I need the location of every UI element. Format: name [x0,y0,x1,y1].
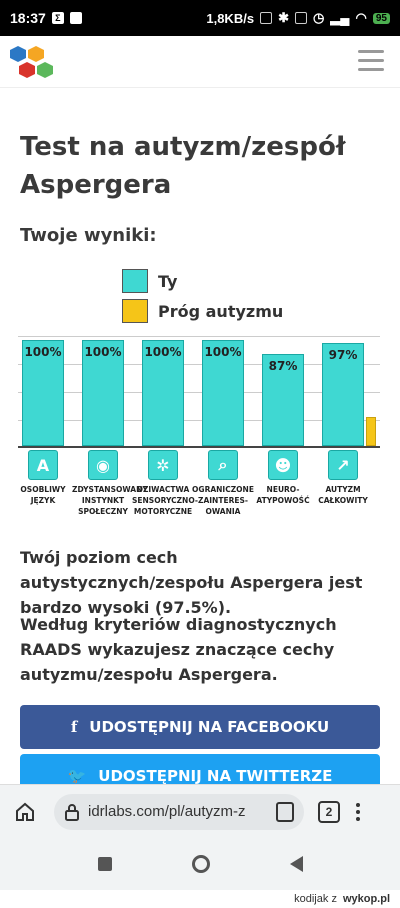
bar-value-label: 100% [204,345,242,359]
chart-bar: 87% [262,354,304,446]
category-icon: ⌕ [208,450,238,480]
watermark-site: wykop.pl [342,893,390,905]
category-label: OSOBLIWY JĘZYK [20,485,66,505]
legend-item-you: Ty [122,266,283,296]
notification-square-icon [69,12,82,24]
mute-icon [294,12,307,24]
facebook-icon: f [70,718,78,736]
category-item: ⌕ OGRANICZONE ZAINTERES-OWANIA [192,450,254,517]
home-icon [16,802,34,821]
share-facebook-button[interactable]: f UDOSTĘPNIJ NA FACEBOOKU [20,705,380,749]
address-bar[interactable]: idrlabs.com/pl/autyzm-z [54,793,304,830]
threshold-bar [366,417,376,446]
category-label: DZIWACTWA SENSORYCZNO-MOTORYCZNE [132,485,198,516]
category-icon: ✲ [148,450,178,480]
grid-line [18,364,380,365]
site-header [0,36,400,88]
bar-value-label: 100% [84,345,122,359]
category-item: ◉ ZDYSTANSOWANY INSTYNKT SPOŁECZNY [72,450,148,517]
grid-line [18,420,380,421]
share-twitter-label: UDOSTĘPNIJ NA TWITTERZE [98,767,333,785]
category-icon: ↗ [328,450,358,480]
share-facebook-label: UDOSTĘPNIJ NA FACEBOOKU [89,718,330,736]
system-navigation-bar [0,838,400,890]
wifi-icon: ◠ [355,10,367,25]
status-time: 18:37 [10,10,46,26]
category-item: ☻ NEURO-ATYPOWOŚĆ [252,450,314,506]
nfc-icon [260,12,273,24]
lock-icon [65,803,79,821]
chart-bar: 100% [82,340,124,446]
more-options-icon[interactable] [356,802,362,821]
legend-swatch-threshold [122,299,148,323]
category-label: ZDYSTANSOWANY INSTYNKT SPOŁECZNY [72,485,148,516]
results-chart: 100% 100% 100% 100% 87% 97% [18,336,380,448]
battery-icon: 95 [372,12,390,24]
bar-value-label: 87% [268,359,298,373]
category-label: NEURO-ATYPOWOŚĆ [256,485,310,505]
browser-toolbar: idrlabs.com/pl/autyzm-z 2 [0,784,400,838]
chart-bar: 100% [202,340,244,446]
grid-line [18,392,380,393]
hamburger-menu-icon[interactable] [358,50,384,72]
tab-switcher-button[interactable]: 2 [318,800,340,823]
bar-value-label: 97% [328,348,358,362]
status-bar: 18:37 Σ 1,8KB/s ✱ ◷ ▂▄ ◠ 95 [0,0,400,36]
grid-line [18,336,380,337]
status-right: 1,8KB/s ✱ ◷ ▂▄ ◠ 95 [206,10,390,26]
watermark-sep: z [331,893,337,905]
bluetooth-icon: ✱ [278,10,289,25]
category-icon: ◉ [88,450,118,480]
category-label: AUTYZM CAŁKOWITY [318,485,368,505]
results-heading: Twoje wyniki: [20,225,157,246]
home-button[interactable] [10,797,40,827]
back-button[interactable] [289,856,303,872]
network-speed: 1,8KB/s [206,10,255,26]
x-axis [18,446,380,448]
category-label: OGRANICZONE ZAINTERES-OWANIA [192,485,254,516]
alarm-icon: ◷ [312,10,325,25]
chart-bar: 97% [322,343,364,446]
watermark: kodijak z wykop.pl [0,890,400,908]
category-icon: A [28,450,58,480]
category-icon: ☻ [268,450,298,480]
chart-bar: 100% [22,340,64,446]
recents-button[interactable] [97,857,112,871]
url-text: idrlabs.com/pl/autyzm-z [88,803,246,820]
home-nav-button[interactable] [191,855,210,873]
criteria-text: Według kryteriów diagnostycznych RAADS w… [20,615,337,684]
notification-icon: Σ [51,12,64,24]
legend-label-threshold: Próg autyzmu [158,301,284,321]
bar-value-label: 100% [144,345,182,359]
category-item: A OSOBLIWY JĘZYK [12,450,74,506]
reader-mode-icon[interactable] [276,801,294,822]
watermark-user: kodijak [294,893,329,905]
page-title: Test na autyzm/zespół Aspergera [20,132,346,200]
bar-value-label: 100% [24,345,62,359]
legend-swatch-you [122,269,148,293]
signal-icon: ▂▄ [330,10,350,25]
twitter-icon: 🐦 [67,767,87,785]
category-item: ✲ DZIWACTWA SENSORYCZNO-MOTORYCZNE [132,450,198,517]
legend-item-threshold: Próg autyzmu [122,296,283,326]
result-summary: Twój poziom cech autystycznych/zespołu A… [20,548,363,617]
chart-bar: 100% [142,340,184,446]
site-logo-icon[interactable] [10,44,56,82]
chart-legend: Ty Próg autyzmu [122,266,283,326]
category-item: ↗ AUTYZM CAŁKOWITY [312,450,374,506]
legend-label-you: Ty [158,271,178,291]
